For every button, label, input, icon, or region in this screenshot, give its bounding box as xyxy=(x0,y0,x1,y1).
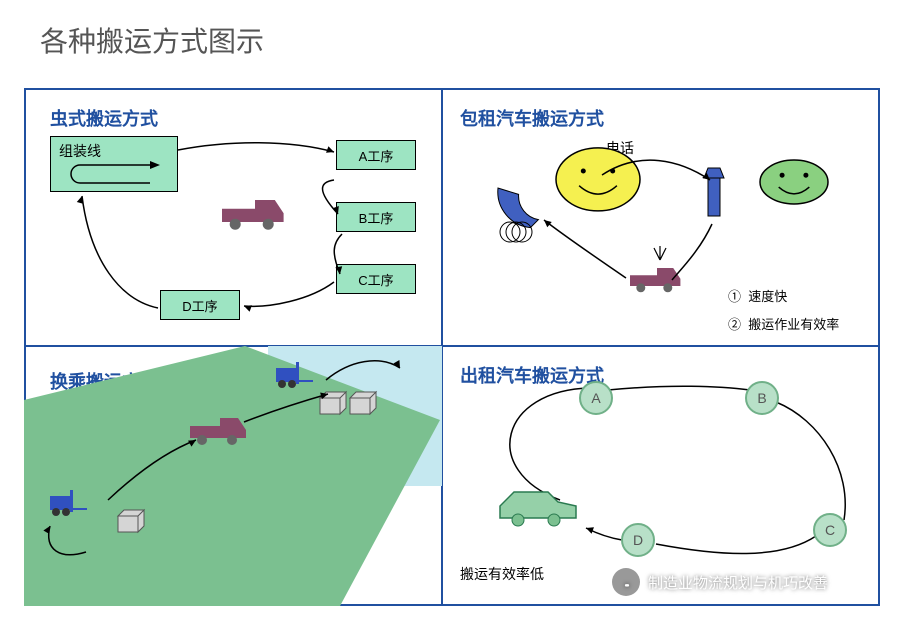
q2-title: 包租汽车搬运方式 xyxy=(460,105,604,131)
assembly-line-box: 组装线 xyxy=(50,136,178,192)
process-d-box: D工序 xyxy=(160,290,240,320)
process-a-box: A工序 xyxy=(336,140,416,170)
q3-title: 换乘搬运方式 xyxy=(50,368,158,394)
process-c-box: C工序 xyxy=(336,264,416,294)
watermark-footer: 制造业物流规划与机巧改善 xyxy=(612,568,828,596)
bullet-2: ② 搬运作业有效率 xyxy=(728,314,839,333)
area-b-box: B区域 xyxy=(366,436,436,462)
page-title: 各种搬运方式图示 xyxy=(40,20,264,60)
assembly-label: 组装线 xyxy=(59,141,101,161)
process-b-box: B工序 xyxy=(336,202,416,232)
phone-label: 电话 xyxy=(606,138,634,158)
q1-title: 虫式搬运方式 xyxy=(50,105,158,131)
area-a-box: A区域 xyxy=(160,534,230,560)
q4-footer-text: 搬运有效率低 xyxy=(460,564,544,584)
wechat-icon xyxy=(612,568,640,596)
q4-title: 出租汽车搬运方式 xyxy=(460,362,604,388)
bullet-1: ① 速度快 xyxy=(728,286,787,305)
